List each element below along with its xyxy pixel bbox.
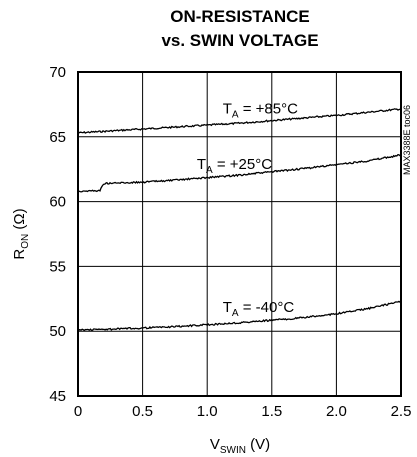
tick-labels: 0 0.5 1.0 1.5 2.0 2.5 45 50 55 60 65 70	[49, 64, 411, 420]
y-tick-label: 65	[49, 129, 66, 146]
series-label-1: TA = +25°C	[197, 156, 272, 176]
series-line-1	[77, 154, 402, 193]
series-label-value: = +85°C	[239, 100, 299, 117]
x-tick-label: 1.0	[197, 403, 218, 420]
x-tick-label: 1.5	[261, 403, 282, 420]
grid	[77, 71, 402, 397]
y-tick-label: 50	[49, 323, 66, 340]
series-layer: TA = +85°CTA = +25°CTA = -40°C	[77, 100, 402, 332]
x-tick-label: 0.5	[132, 403, 153, 420]
series-label-subscript: A	[232, 109, 239, 120]
series-label-value: = +25°C	[213, 156, 273, 173]
y-axis-label-subscript: ON	[20, 234, 31, 249]
series-label-main: T	[223, 299, 232, 316]
chart-title-line-2: vs. SWIN VOLTAGE	[161, 31, 318, 50]
series-line-0	[78, 108, 402, 134]
series-label-2: TA = -40°C	[223, 299, 295, 319]
y-tick-label: 60	[49, 194, 66, 211]
y-axis-label-main: R	[11, 249, 28, 260]
x-tick-label: 2.0	[326, 403, 347, 420]
series-label-subscript: A	[232, 308, 239, 319]
x-tick-label: 2.5	[391, 403, 412, 420]
y-axis-label: RON (Ω)	[11, 208, 31, 259]
plot-frame	[77, 71, 402, 397]
series-label-main: T	[223, 100, 232, 117]
x-axis-label-subscript: SWIN	[220, 445, 246, 456]
y-tick-label: 55	[49, 258, 66, 275]
x-axis-label-main: V	[210, 436, 220, 453]
series-label-value: = -40°C	[239, 299, 295, 316]
series-line-2	[77, 300, 402, 332]
series-label-0: TA = +85°C	[223, 100, 298, 120]
y-axis-label-unit: (Ω)	[11, 208, 28, 233]
x-axis-label: VSWIN (V)	[210, 436, 270, 456]
series-label-subscript: A	[206, 165, 213, 176]
y-tick-label: 70	[49, 64, 66, 81]
x-tick-label: 0	[74, 403, 82, 420]
y-tick-label: 45	[49, 388, 66, 405]
chart-title-line-1: ON-RESISTANCE	[170, 7, 309, 26]
figure-code: MAX3388E toc06	[402, 105, 412, 175]
series-label-main: T	[197, 156, 206, 173]
x-axis-label-unit: (V)	[246, 436, 270, 453]
